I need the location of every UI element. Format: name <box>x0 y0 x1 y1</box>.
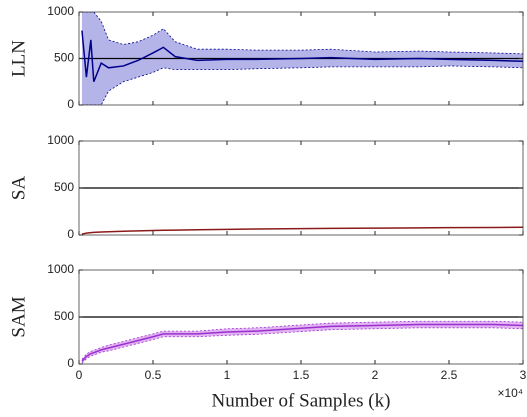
y-tick-label: 0 <box>67 356 74 370</box>
x-multiplier: ×10⁴ <box>497 386 523 400</box>
y-tick-label: 0 <box>67 97 74 111</box>
mean-line <box>81 226 523 235</box>
x-tick-label: 0 <box>76 368 83 382</box>
y-tick-label: 1000 <box>47 262 74 276</box>
mean-line <box>81 323 523 362</box>
y-tick-label: 0 <box>67 227 74 241</box>
x-tick-label: 3 <box>520 368 527 382</box>
x-tick-label: 2 <box>372 368 379 382</box>
band-fill <box>81 321 523 364</box>
mean-line <box>81 30 523 83</box>
y-tick-label: 1000 <box>47 4 74 18</box>
band-edge <box>81 65 523 105</box>
x-tick-label: 2.5 <box>441 368 458 382</box>
plot-area <box>79 187 523 235</box>
y-tick-label: 500 <box>54 309 74 323</box>
y-tick-label: 500 <box>54 51 74 65</box>
y-tick-label: 1000 <box>47 133 74 147</box>
x-tick-label: 1 <box>224 368 231 382</box>
x-tick-label: 0.5 <box>145 368 162 382</box>
band-edge <box>81 320 523 360</box>
x-axis-label: Number of Samples (k) <box>212 390 391 411</box>
band-edge <box>81 327 523 364</box>
band-edge <box>81 12 523 55</box>
plot-area <box>79 12 523 105</box>
y-axis-label: SAM <box>8 296 29 337</box>
y-axis-label: LLN <box>8 40 29 77</box>
y-tick-label: 500 <box>54 180 74 194</box>
x-tick-label: 1.5 <box>293 368 310 382</box>
y-axis-label: SA <box>8 176 29 201</box>
plot-area <box>79 316 523 364</box>
